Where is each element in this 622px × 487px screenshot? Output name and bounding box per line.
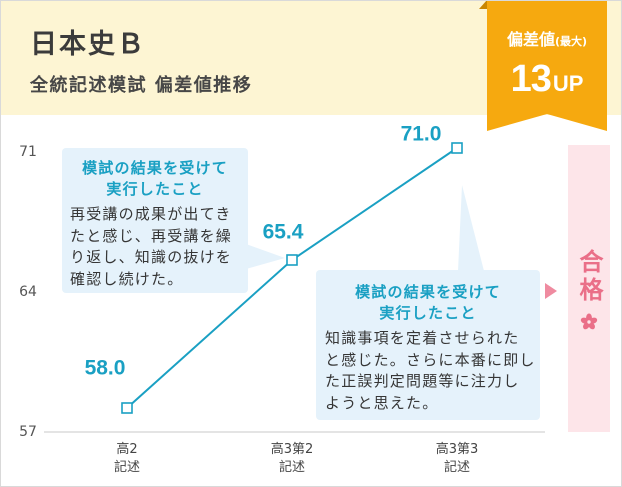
- callout-title: 模試の結果を受けて 実行したこと: [316, 282, 540, 324]
- callout-body-line: ようと思えた。: [325, 393, 439, 412]
- score-up-badge: 偏差値(最大) 13UP: [479, 0, 607, 132]
- y-tick-label: 71: [19, 144, 37, 160]
- page-subtitle: 全統記述模試 偏差値推移: [30, 75, 253, 96]
- data-point-marker: [286, 254, 298, 266]
- callout-title: 模試の結果を受けて 実行したこと: [62, 158, 248, 200]
- callout-body-line: た正誤判定問題等に注力し: [325, 372, 520, 390]
- data-point-marker: [121, 402, 133, 414]
- y-tick-label: 64: [19, 284, 37, 300]
- callout-pointer-1: [246, 244, 285, 269]
- ribbon-icon: [479, 0, 607, 131]
- callout-title-line: 模試の結果を受けて: [82, 159, 228, 177]
- x-tick-label: 高3第3 記述: [435, 442, 479, 475]
- data-label: 58.0: [85, 357, 126, 380]
- data-label: 71.0: [401, 123, 442, 146]
- result-arrow-icon: [545, 283, 557, 299]
- callout-title-line: 実行したこと: [379, 304, 477, 322]
- callout-1: 模試の結果を受けて 実行したこと 再受講の成果が出てき たと感じ、再受講を繰 り…: [62, 148, 248, 293]
- x-tick-label: 高2 記述: [113, 442, 140, 475]
- badge-label-note: (最大): [554, 35, 588, 48]
- result-panel: 合格: [568, 145, 610, 432]
- badge-value: 13UP: [487, 56, 607, 102]
- callout-pointer-2: [458, 185, 484, 271]
- callout-title-line: 模試の結果を受けて: [355, 283, 501, 301]
- callout-body-line: り返し、知識の抜けを: [70, 248, 233, 266]
- callout-body-line: と感じた。さらに本番に即し: [325, 350, 536, 369]
- sakura-icon: [580, 313, 598, 330]
- callout-body-line: 知識事項を定着させられた: [325, 329, 520, 347]
- callout-body-line: 確認し続けた。: [70, 269, 184, 288]
- callout-body: 知識事項を定着させられた と感じた。さらに本番に即し た正誤判定問題等に注力し …: [316, 328, 540, 414]
- badge-label: 偏差値(最大): [487, 29, 607, 53]
- result-label-wrap: 合格: [568, 249, 610, 305]
- page-title: 日本史Ｂ: [30, 29, 146, 60]
- result-label: 合格: [575, 249, 603, 305]
- callout-title-line: 実行したこと: [106, 180, 204, 198]
- chart-marks: 57 64 71 58.0 65.4 71.0: [19, 123, 463, 440]
- badge-number: 13: [510, 58, 552, 100]
- badge-unit: UP: [552, 71, 584, 96]
- y-tick-label: 57: [19, 424, 37, 440]
- callout-body-line: たと感じ、再受講を繰: [70, 226, 233, 245]
- data-point-marker: [451, 142, 463, 154]
- data-label: 65.4: [263, 221, 304, 244]
- badge-label-main: 偏差値: [506, 30, 555, 49]
- callout-2: 模試の結果を受けて 実行したこと 知識事項を定着させられた と感じた。さらに本番…: [316, 270, 540, 420]
- callout-body: 再受講の成果が出てき たと感じ、再受講を繰 り返し、知識の抜けを 確認し続けた。: [62, 204, 248, 290]
- callout-body-line: 再受講の成果が出てき: [70, 205, 232, 223]
- x-tick-label: 高3第2 記述: [270, 442, 314, 475]
